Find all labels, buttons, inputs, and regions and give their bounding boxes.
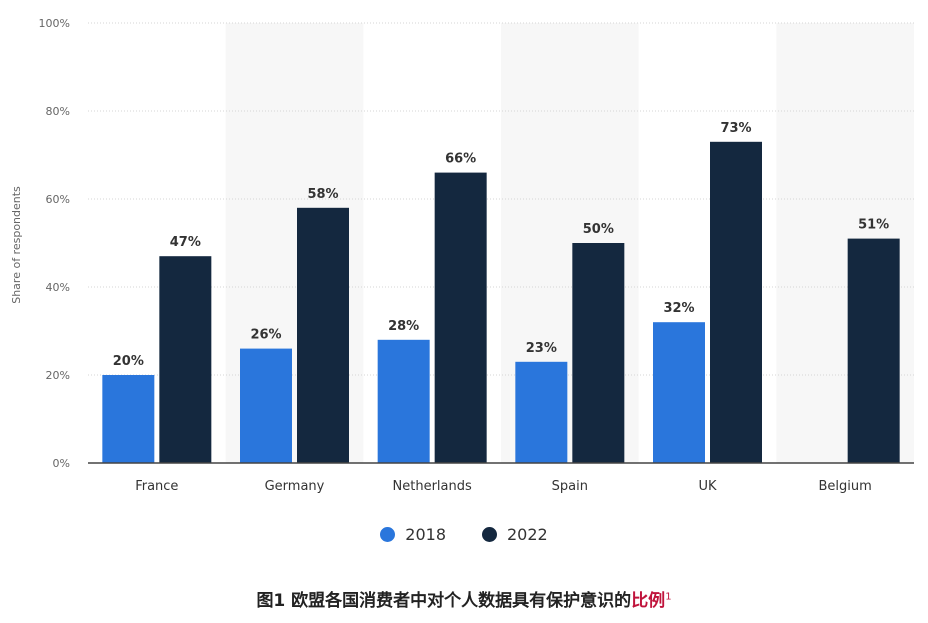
- x-tick-label-germany: Germany: [265, 479, 325, 494]
- figure-caption: 图1 欧盟各国消费者中对个人数据具有保护意识的比例1: [0, 586, 928, 611]
- bar-netherlands-2018[interactable]: [377, 339, 430, 463]
- legend-item-2018[interactable]: 2018: [380, 525, 446, 544]
- bars: [102, 141, 900, 464]
- bar-germany-2018[interactable]: [240, 348, 292, 463]
- data-label-spain-2018: 23%: [526, 341, 557, 356]
- data-label-netherlands-2022: 66%: [445, 152, 476, 167]
- data-label-france-2022: 47%: [170, 235, 201, 250]
- legend-item-2022[interactable]: 2022: [482, 525, 548, 544]
- x-axis: France Germany Netherlands Spain UK Belgium: [88, 462, 914, 494]
- bar-uk-2022[interactable]: [710, 141, 762, 464]
- legend-label-2018: 2018: [405, 525, 446, 544]
- data-label-germany-2022: 58%: [307, 187, 338, 202]
- y-tick-label: 20%: [46, 369, 70, 382]
- data-label-germany-2018: 26%: [250, 328, 281, 343]
- caption-highlight: 比例: [631, 591, 666, 611]
- bar-spain-2018[interactable]: [515, 361, 568, 463]
- y-axis-label: Share of respondents: [10, 186, 23, 304]
- chart-legend: 2018 2022: [0, 525, 928, 544]
- y-axis: 0% 20% 40% 60% 80% 100%: [39, 17, 70, 470]
- y-tick-label: 80%: [46, 105, 70, 118]
- data-label-belgium-2022: 51%: [858, 218, 889, 233]
- caption-main: 图1 欧盟各国消费者中对个人数据具有保护意识的: [256, 591, 632, 611]
- bar-uk-2018[interactable]: [653, 322, 705, 463]
- bar-chart: 20% 47% 26% 58% 28% 66% 23% 50% 32% 73% 51% France…: [10, 17, 914, 494]
- bar-germany-2022[interactable]: [297, 207, 349, 463]
- data-labels: 20% 47% 26% 58% 28% 66% 23% 50% 32% 73% 51%: [113, 121, 889, 369]
- y-tick-label: 60%: [46, 193, 70, 206]
- data-label-uk-2022: 73%: [720, 121, 751, 136]
- bar-netherlands-2022[interactable]: [434, 172, 487, 463]
- y-tick-label: 0%: [53, 457, 70, 470]
- data-label-spain-2022: 50%: [583, 222, 614, 237]
- data-label-france-2018: 20%: [113, 354, 144, 369]
- x-tick-label-netherlands: Netherlands: [393, 479, 472, 494]
- y-tick-label: 100%: [39, 17, 70, 30]
- bar-belgium-2022[interactable]: [847, 238, 900, 463]
- bar-france-2018[interactable]: [102, 375, 155, 463]
- bar-france-2022[interactable]: [159, 256, 212, 463]
- x-tick-label-belgium: Belgium: [819, 479, 872, 494]
- bar-spain-2022[interactable]: [572, 243, 625, 463]
- legend-label-2022: 2022: [507, 525, 548, 544]
- x-tick-label-spain: Spain: [552, 479, 588, 494]
- data-label-netherlands-2018: 28%: [388, 319, 419, 334]
- legend-dot-2018: [380, 527, 396, 542]
- y-tick-label: 40%: [46, 281, 70, 294]
- x-tick-label-france: France: [135, 479, 178, 494]
- legend-dot-2022: [482, 527, 497, 542]
- caption-footnote: 1: [665, 591, 672, 603]
- data-label-uk-2018: 32%: [663, 301, 694, 316]
- x-tick-label-uk: UK: [698, 479, 717, 494]
